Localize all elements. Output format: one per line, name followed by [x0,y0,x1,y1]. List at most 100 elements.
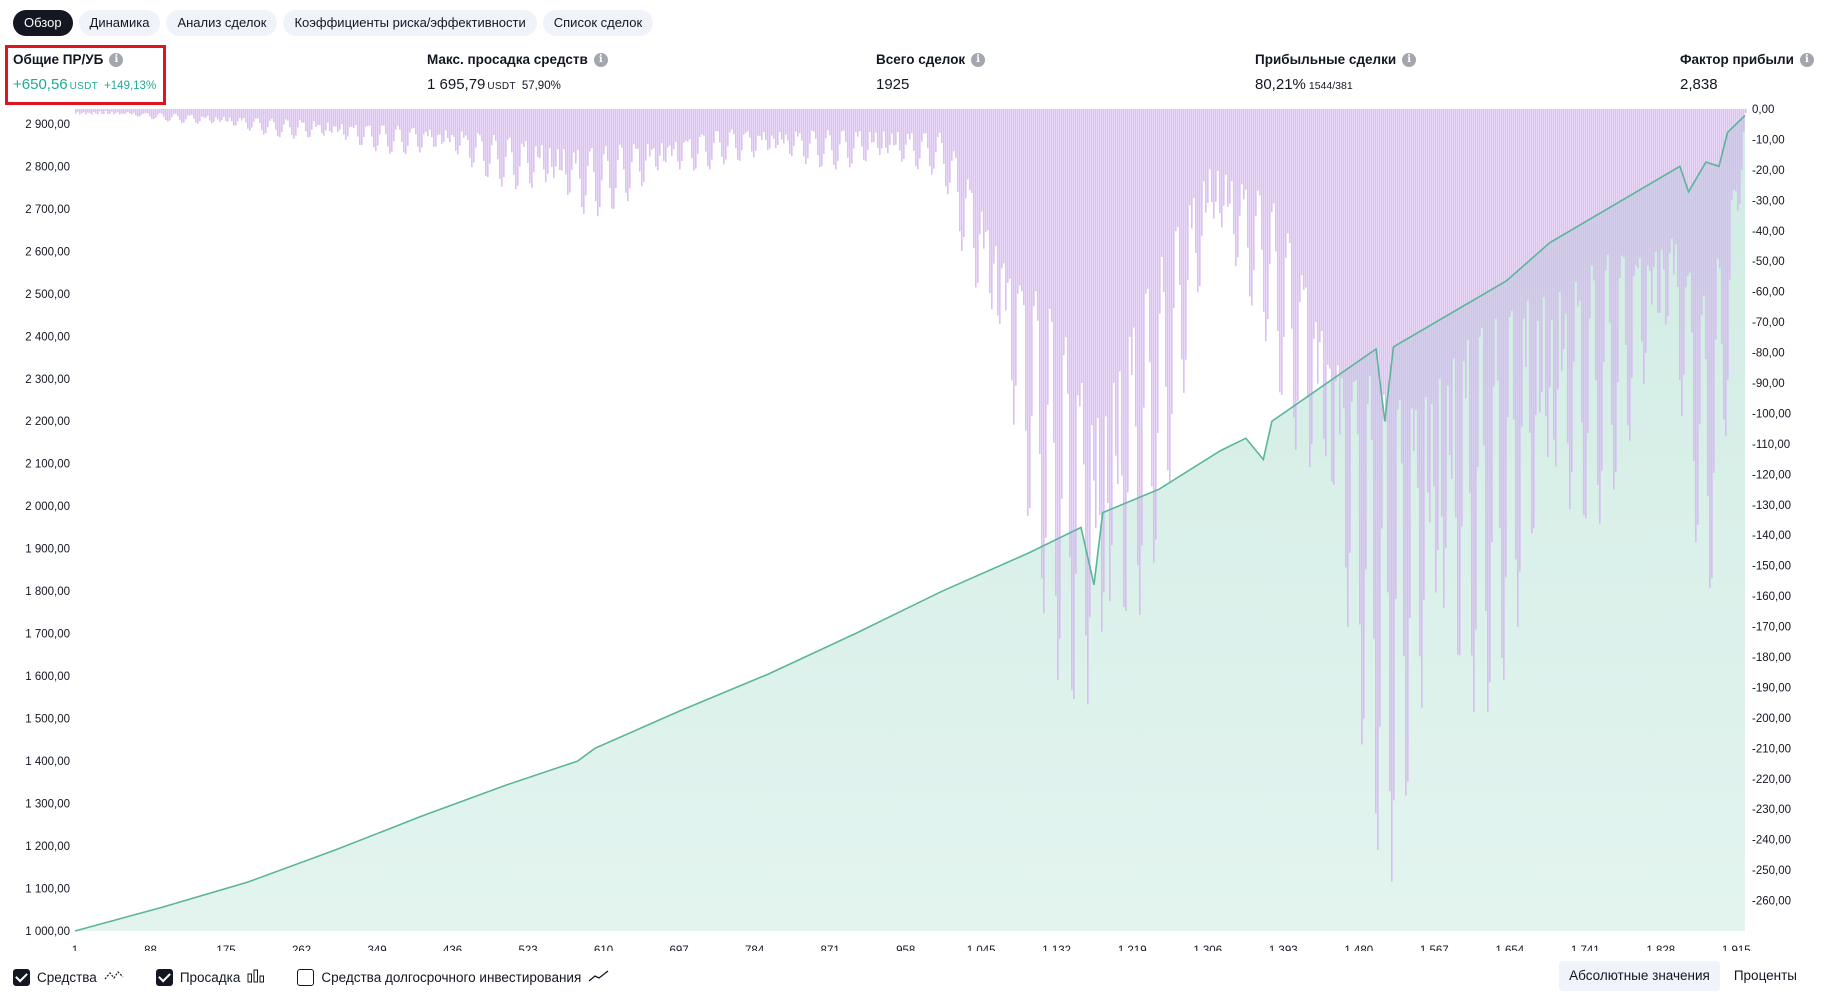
tab-overview[interactable]: Обзор [13,10,73,36]
drawdown-bar [753,109,755,158]
drawdown-bar [1531,109,1533,534]
info-icon[interactable]: i [593,52,608,67]
drawdown-bar [659,109,661,156]
drawdown-bar [1085,109,1087,636]
drawdown-bar [943,109,945,164]
equity-drawdown-chart[interactable]: 2 900,00 2 800,00 2 700,00 2 600,00 2 500,00… [0,96,1825,951]
drawdown-bar [935,109,937,153]
drawdown-bar [1337,109,1339,366]
drawdown-bar [1731,109,1733,201]
drawdown-bar [391,109,393,152]
drawdown-bar [979,109,981,235]
drawdown-bar [847,109,849,158]
drawdown-bar [1659,109,1661,314]
drawdown-bar [711,109,713,160]
drawdown-bar [833,109,835,165]
drawdown-bar [285,109,287,120]
legend-drawdown-toggle[interactable]: Просадка [155,969,266,986]
percent-values-button[interactable]: Проценты [1733,968,1797,983]
drawdown-bar [447,109,449,138]
drawdown-bar [807,109,809,159]
drawdown-bar [637,109,639,149]
y-right-tick-label: -170,00 [1752,622,1791,634]
drawdown-checkbox[interactable] [155,969,173,986]
x-tick-label: 1 393 [1269,945,1298,951]
metric-profit-factor: Фактор прибыли i 2,838 [1680,52,1814,93]
drawdown-bar [699,109,701,137]
drawdown-bar [1199,109,1201,286]
drawdown-bar [1217,109,1219,171]
drawdown-bar [171,109,173,118]
drawdown-bar [569,109,571,193]
drawdown-bar [1441,109,1443,517]
info-icon[interactable]: i [971,52,986,67]
drawdown-bar [915,109,917,167]
drawdown-bar [329,109,331,132]
drawdown-bar [1447,109,1449,386]
drawdown-bar [619,109,621,145]
drawdown-bar [1653,109,1655,267]
drawdown-bar [195,109,197,123]
drawdown-bar [1565,109,1567,315]
drawdown-bar [1543,109,1545,298]
drawdown-bar [729,109,731,133]
x-tick-label: 784 [745,945,765,951]
drawdown-bar [351,109,353,127]
drawdown-bar [1699,109,1701,425]
y-right-tick-label: -60,00 [1752,287,1785,299]
drawdown-bar [505,109,507,158]
drawdown-bar [685,109,687,141]
legend-equity-toggle[interactable]: Средства [13,969,124,986]
drawdown-bar [1539,109,1541,413]
drawdown-bar [133,109,135,113]
drawdown-bar [129,109,131,114]
drawdown-bar [1585,109,1587,519]
drawdown-bar [249,109,251,131]
info-icon[interactable]: i [1799,52,1814,67]
drawdown-bar [169,109,171,121]
drawdown-bar [1363,109,1365,719]
y-left-tick-label: 2 500,00 [25,289,70,301]
tab-risk-ratios[interactable]: Коэффициенты риска/эффективности [283,10,537,36]
legend-buyhold-toggle[interactable]: Средства долгосрочного инвестирования [297,969,610,986]
drawdown-bar [647,109,649,144]
drawdown-bar [999,109,1001,325]
drawdown-bar [1197,109,1199,293]
drawdown-bar [1711,109,1713,579]
drawdown-bar [631,109,633,163]
drawdown-bar [231,109,233,122]
drawdown-bar [1681,109,1683,417]
info-icon[interactable]: i [109,52,124,67]
equity-checkbox[interactable] [13,969,30,986]
tab-trade-list[interactable]: Список сделок [542,10,654,36]
drawdown-bar [969,109,971,191]
drawdown-bar [229,109,231,118]
drawdown-bar [1721,109,1723,344]
metric-net-profit: Общие ПР/УБ i +650,56 USDT +149,13% [13,52,156,93]
drawdown-bar [937,109,939,137]
drawdown-bar [863,109,865,160]
drawdown-bar [1117,109,1119,485]
absolute-values-button[interactable]: Абсолютные значения [1559,961,1720,991]
drawdown-bar [1203,109,1205,182]
drawdown-bar [601,109,603,181]
drawdown-bar [721,109,723,157]
drawdown-bar [1037,109,1039,321]
y-left-tick-label: 2 000,00 [25,501,70,513]
drawdown-bar [875,109,877,133]
buyhold-checkbox[interactable] [297,969,315,986]
drawdown-bar [803,109,805,157]
drawdown-bar [413,109,415,129]
tab-trade-analysis[interactable]: Анализ сделок [166,10,278,36]
drawdown-bar [1095,109,1097,529]
tab-dynamics[interactable]: Динамика [78,10,161,36]
drawdown-bar [683,109,685,143]
drawdown-bar [1463,109,1465,361]
drawdown-bar [1471,109,1473,656]
drawdown-bar [1635,109,1637,266]
drawdown-bar [1317,109,1319,384]
drawdown-bar [675,109,677,142]
info-icon[interactable]: i [1402,52,1417,67]
y-left-tick-label: 1 300,00 [25,799,70,811]
drawdown-bar [385,109,387,135]
